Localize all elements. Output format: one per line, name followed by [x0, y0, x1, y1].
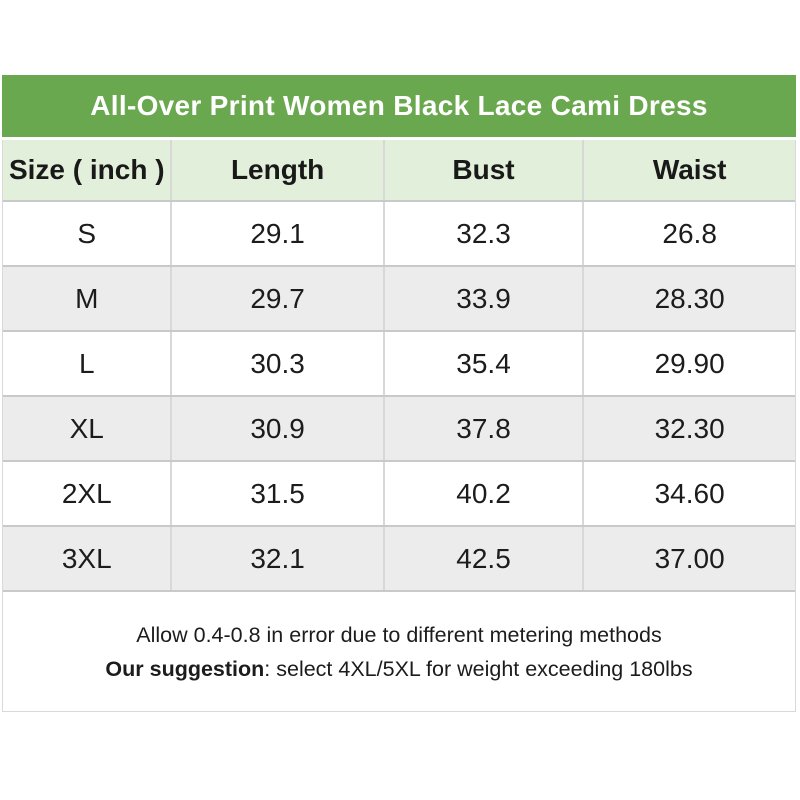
length-cell: 29.7 [172, 267, 385, 330]
size-cell: 3XL [3, 527, 173, 590]
length-cell: 31.5 [172, 462, 385, 525]
size-cell: XL [3, 397, 173, 460]
product-title: All-Over Print Women Black Lace Cami Dre… [90, 90, 708, 121]
size-cell: L [3, 332, 173, 395]
table-row-xl: XL 30.9 37.8 32.30 [3, 395, 795, 460]
bust-cell: 33.9 [385, 267, 585, 330]
suggestion-note: Our suggestion: select 4XL/5XL for weigh… [105, 652, 692, 686]
size-table: Size ( inch ) Length Bust Waist S 29.1 3… [2, 140, 796, 712]
notes-section: Allow 0.4-0.8 in error due to different … [3, 590, 795, 711]
header-cell-bust: Bust [385, 140, 585, 200]
table-row-s: S 29.1 32.3 26.8 [3, 200, 795, 265]
waist-cell: 32.30 [654, 412, 725, 444]
table-row-l: L 30.3 35.4 29.90 [3, 330, 795, 395]
error-note: Allow 0.4-0.8 in error due to different … [136, 622, 662, 647]
bust-cell: 42.5 [385, 527, 585, 590]
header-cell-size: Size ( inch ) [3, 140, 173, 200]
bust-cell: 37.8 [385, 397, 585, 460]
table-row-3xl: 3XL 32.1 42.5 37.00 [3, 525, 795, 590]
size-cell: S [3, 202, 173, 265]
waist-cell: 28.30 [654, 282, 725, 314]
length-cell: 29.1 [172, 202, 385, 265]
table-row-2xl: 2XL 31.5 40.2 34.60 [3, 460, 795, 525]
suggestion-label: Our suggestion [105, 656, 265, 681]
bust-cell: 40.2 [385, 462, 585, 525]
length-cell: 32.1 [172, 527, 385, 590]
header-cell-length: Length [172, 140, 385, 200]
waist-cell: 29.90 [654, 347, 725, 379]
length-cell: 30.3 [172, 332, 385, 395]
waist-cell: 26.8 [662, 217, 717, 249]
table-header-row: Size ( inch ) Length Bust Waist [3, 140, 795, 200]
title-bar: All-Over Print Women Black Lace Cami Dre… [2, 75, 796, 137]
length-cell: 30.9 [172, 397, 385, 460]
header-cell-waist: Waist [652, 154, 727, 185]
waist-cell: 37.00 [654, 542, 725, 574]
table-row-m: M 29.7 33.9 28.30 [3, 265, 795, 330]
bust-cell: 32.3 [385, 202, 585, 265]
bust-cell: 35.4 [385, 332, 585, 395]
waist-cell: 34.60 [654, 477, 725, 509]
size-cell: M [3, 267, 173, 330]
size-chart-card: All-Over Print Women Black Lace Cami Dre… [2, 75, 796, 712]
size-cell: 2XL [3, 462, 173, 525]
suggestion-text: : select 4XL/5XL for weight exceeding 18… [264, 656, 693, 681]
